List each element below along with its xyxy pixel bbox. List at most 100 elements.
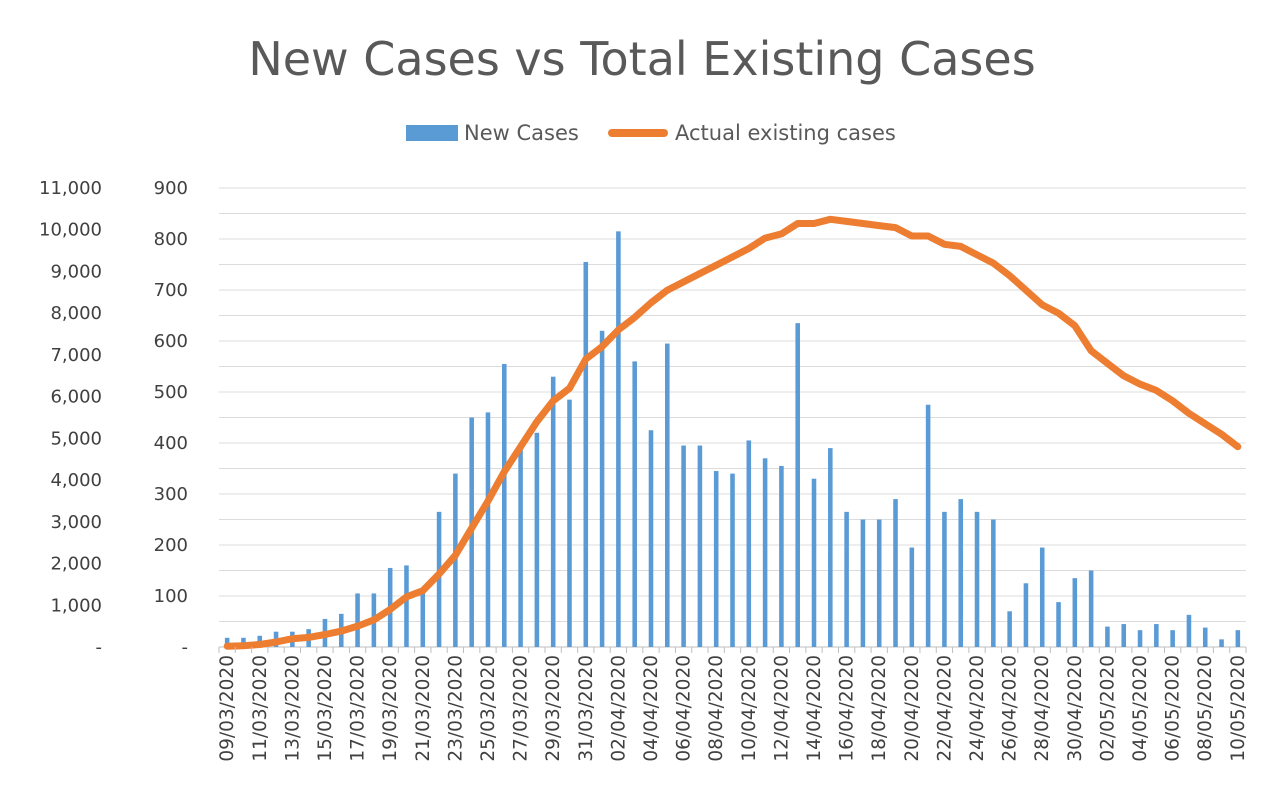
- bar-new-cases: [355, 593, 360, 647]
- bar-new-cases: [681, 445, 686, 647]
- bar-new-cases: [1202, 627, 1208, 647]
- legend: New Cases Actual existing cases: [406, 121, 896, 145]
- bar-new-cases: [1072, 578, 1078, 647]
- bar-new-cases: [1088, 570, 1094, 647]
- x-tick-label: 06/05/2020: [1163, 655, 1184, 762]
- y-right-tick-label: 800: [154, 229, 188, 250]
- x-tick-label: 18/04/2020: [869, 655, 890, 762]
- y-left-tick-label: 8,000: [50, 303, 102, 324]
- bar-new-cases: [567, 399, 572, 647]
- bar-new-cases: [779, 465, 784, 647]
- legend-label-new-cases: New Cases: [464, 121, 579, 145]
- bar-new-cases: [762, 458, 768, 647]
- bar-new-cases: [876, 519, 882, 647]
- bar-new-cases: [828, 448, 833, 647]
- bar-new-cases: [1039, 547, 1045, 647]
- bar-new-cases: [746, 440, 752, 647]
- bar-new-cases: [811, 478, 817, 647]
- y-right-tick-label: 300: [154, 484, 188, 505]
- bar-new-cases: [1219, 639, 1224, 647]
- y-left-tick-label: 10,000: [39, 220, 102, 241]
- bar-new-cases: [1235, 630, 1241, 647]
- bar-new-cases: [648, 430, 654, 647]
- bar-new-cases: [713, 471, 719, 647]
- x-tick-label: 26/04/2020: [1000, 655, 1021, 762]
- bar-new-cases: [534, 432, 540, 647]
- x-tick-label: 31/03/2020: [576, 655, 597, 762]
- x-tick-label: 04/04/2020: [641, 655, 662, 762]
- x-tick-label: 13/03/2020: [282, 655, 303, 762]
- bar-new-cases: [991, 519, 996, 647]
- x-tick-label: 10/05/2020: [1228, 655, 1249, 762]
- bar-new-cases: [844, 511, 849, 647]
- x-tick-label: 08/04/2020: [706, 655, 727, 762]
- x-tick-label: 29/03/2020: [543, 655, 564, 762]
- y-left-tick-label: 2,000: [50, 554, 102, 575]
- y-axis-right-ticks: - 100 200 300 400 500 600 700 800 900: [154, 178, 188, 658]
- y-left-tick-label: 6,000: [50, 387, 102, 408]
- x-tick-label: 17/03/2020: [348, 655, 369, 762]
- y-left-tick-label: 11,000: [39, 178, 102, 199]
- y-right-tick-label: 500: [154, 382, 188, 403]
- x-tick-label: 19/03/2020: [380, 655, 401, 762]
- x-tick-label: 30/04/2020: [1065, 655, 1086, 762]
- bar-new-cases: [1186, 614, 1192, 647]
- x-tick-label: 04/05/2020: [1130, 655, 1151, 762]
- x-tick-label: 12/04/2020: [771, 655, 792, 762]
- bar-new-cases: [436, 511, 442, 647]
- x-axis-ticks: 09/03/2020 11/03/2020 13/03/2020 15/03/2020…: [217, 647, 1249, 762]
- x-tick-label: 22/04/2020: [934, 655, 955, 762]
- bar-new-cases: [501, 363, 507, 647]
- bar-new-cases: [730, 473, 735, 647]
- gridlines: [219, 187, 1246, 648]
- bar-new-cases: [599, 330, 605, 647]
- bar-new-cases: [697, 445, 703, 647]
- legend-swatch-new-cases: [406, 125, 458, 141]
- bar-new-cases: [1121, 624, 1127, 647]
- chart-title: New Cases vs Total Existing Cases: [248, 32, 1035, 86]
- bar-new-cases: [404, 565, 409, 647]
- bar-new-cases: [1137, 630, 1143, 647]
- bar-new-cases: [583, 261, 589, 647]
- bar-new-cases: [550, 376, 556, 647]
- y-right-tick-label: 100: [154, 586, 188, 607]
- bar-new-cases: [1023, 583, 1029, 647]
- y-right-tick-label: 700: [154, 280, 188, 301]
- x-tick-label: 27/03/2020: [511, 655, 532, 762]
- y-left-tick-label: 9,000: [50, 261, 102, 282]
- bar-new-cases: [518, 448, 523, 647]
- x-tick-label: 23/03/2020: [445, 655, 466, 762]
- y-left-tick-label: -: [96, 637, 103, 658]
- bar-new-cases: [1007, 611, 1012, 647]
- bar-new-cases: [616, 231, 621, 647]
- y-right-tick-label: -: [182, 637, 189, 658]
- x-tick-label: 20/04/2020: [902, 655, 923, 762]
- x-tick-label: 02/04/2020: [608, 655, 629, 762]
- x-tick-label: 10/04/2020: [739, 655, 760, 762]
- line-series-existing-cases: [223, 215, 1242, 650]
- bar-new-cases: [925, 404, 931, 647]
- x-tick-label: 15/03/2020: [315, 655, 336, 762]
- bar-new-cases: [942, 511, 947, 647]
- y-right-tick-label: 200: [154, 535, 188, 556]
- y-right-tick-label: 600: [154, 331, 188, 352]
- x-tick-label: 16/04/2020: [837, 655, 858, 762]
- bar-new-cases: [1170, 630, 1175, 647]
- y-left-tick-label: 3,000: [50, 512, 102, 533]
- legend-label-existing-cases: Actual existing cases: [675, 121, 896, 145]
- bar-new-cases: [485, 412, 491, 647]
- x-tick-label: 09/03/2020: [217, 655, 238, 762]
- bar-new-cases: [893, 499, 898, 647]
- x-tick-label: 02/05/2020: [1097, 655, 1118, 762]
- bar-new-cases: [958, 499, 964, 647]
- x-tick-label: 06/04/2020: [674, 655, 695, 762]
- bar-new-cases: [224, 637, 230, 647]
- bar-series-new-cases: [224, 231, 1241, 647]
- bar-new-cases: [665, 343, 670, 647]
- bar-new-cases: [860, 519, 866, 647]
- x-tick-label: 25/03/2020: [478, 655, 499, 762]
- y-right-tick-label: 900: [154, 178, 188, 199]
- bar-new-cases: [1056, 602, 1061, 647]
